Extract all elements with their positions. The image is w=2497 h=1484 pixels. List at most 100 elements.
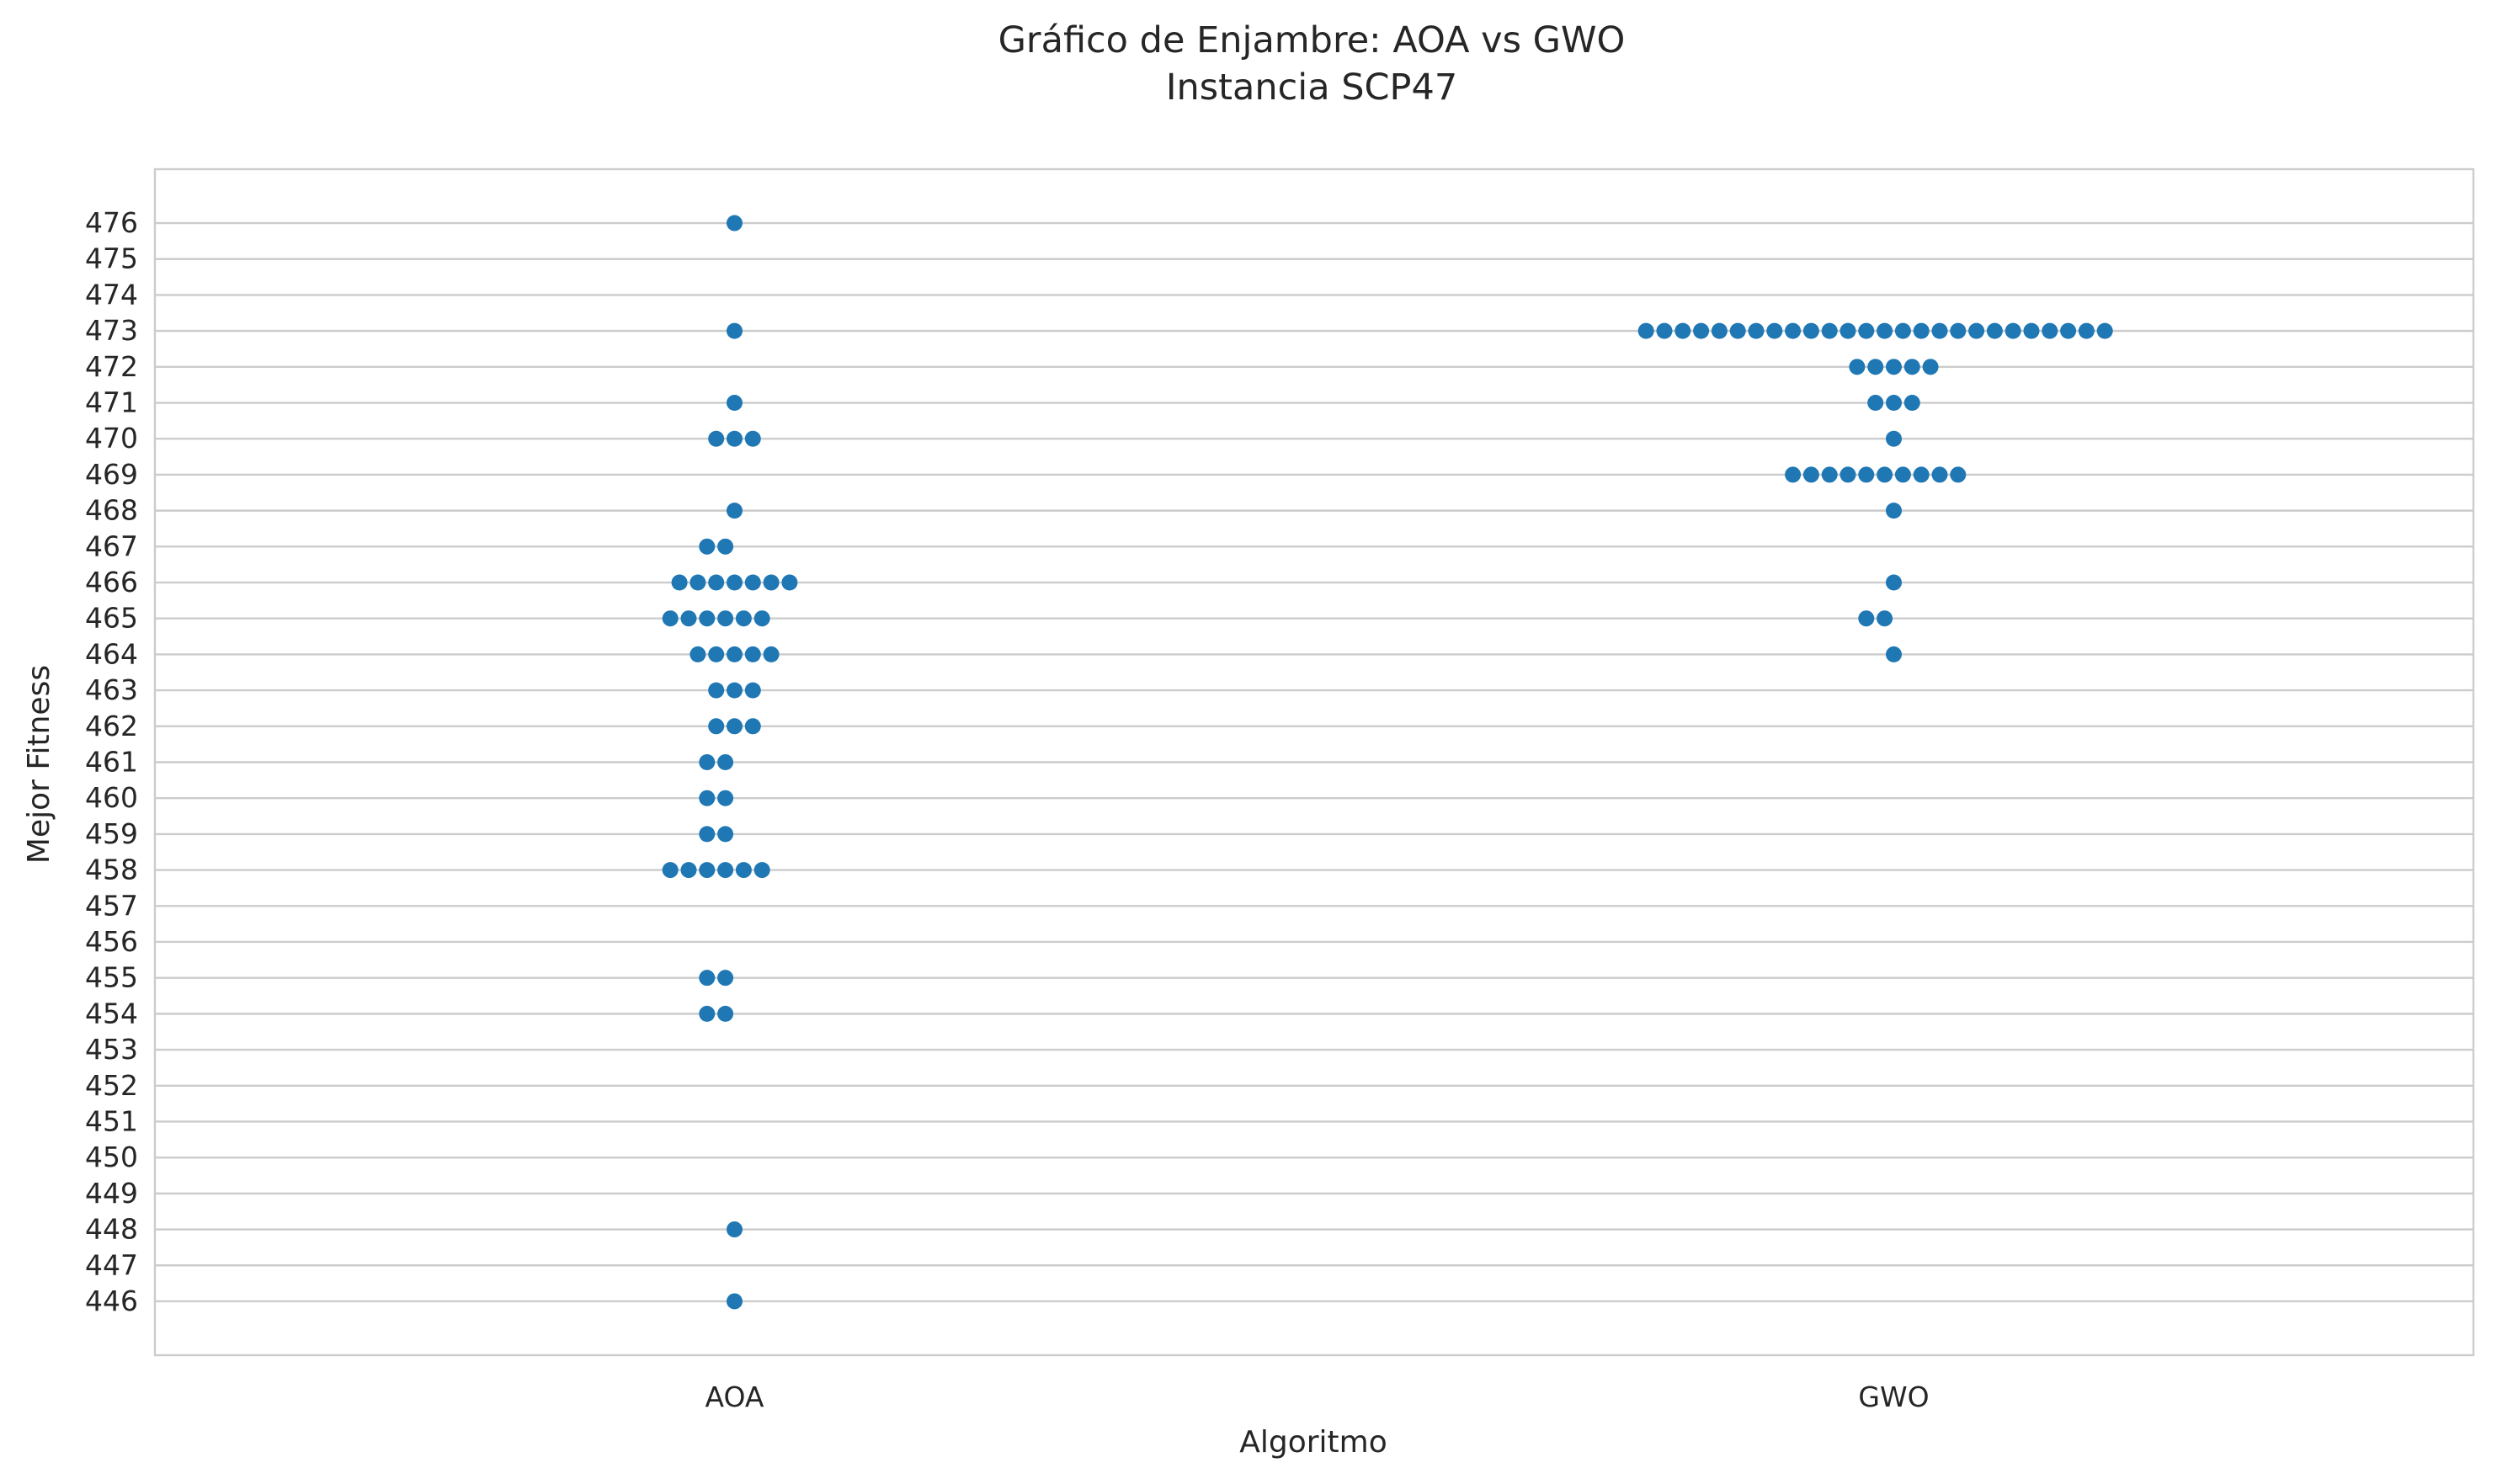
data-point [2042,322,2058,339]
data-point [1729,322,1746,339]
y-tick-label: 452 [85,1069,138,1102]
data-point [2023,322,2040,339]
data-point [727,1293,743,1310]
y-tick-label: 463 [85,673,138,706]
data-point [1802,466,1819,483]
y-tick-label: 465 [85,602,138,635]
grid-lines [155,221,2473,1303]
data-point [1785,322,1802,339]
data-point [727,503,743,519]
data-point [727,322,743,339]
y-tick-label: 460 [85,781,138,814]
data-point [717,826,734,843]
chart-subtitle: Instancia SCP47 [1166,66,1457,109]
data-point [1656,322,1673,339]
data-point [1877,466,1893,483]
data-point [708,682,725,699]
data-point [717,754,734,770]
data-point [763,574,780,591]
data-point [1839,322,1856,339]
data-point [1867,395,1884,412]
data-point [1802,322,1819,339]
x-tick-label: AOA [705,1380,764,1413]
data-point [1877,322,1893,339]
data-point [727,574,743,591]
data-point [708,646,725,662]
y-tick-label: 457 [85,889,138,922]
data-point [727,430,743,447]
y-tick-label: 451 [85,1104,138,1137]
data-point [1886,430,1902,447]
y-tick-label: 472 [85,350,138,383]
data-point [699,1005,716,1022]
data-point [1968,322,1985,339]
data-point [689,574,706,591]
data-point [1849,359,1866,375]
data-point [744,646,761,662]
data-point [781,574,798,591]
data-point [1858,466,1875,483]
y-tick-label: 469 [85,458,138,491]
data-point [727,682,743,699]
data-point [1637,322,1654,339]
data-point [1913,322,1930,339]
x-axis-label: Algoritmo [1239,1425,1387,1460]
data-point [1877,610,1893,627]
y-tick-label: 467 [85,529,138,562]
data-point [689,646,706,662]
data-point [744,682,761,699]
data-point [699,862,716,879]
data-point [1711,322,1728,339]
data-point [1886,395,1902,412]
data-point [1913,466,1930,483]
data-point [2005,322,2021,339]
data-point [1950,466,1967,483]
data-point [1894,466,1911,483]
data-point [1867,359,1884,375]
data-point [763,646,780,662]
data-point [699,538,716,555]
data-point [727,215,743,231]
y-tick-label: 450 [85,1141,138,1173]
data-points [662,215,2113,1310]
data-point [1886,503,1902,519]
y-axis-label: Mejor Fitness [22,665,56,864]
data-point [1903,359,1920,375]
y-tick-label: 466 [85,566,138,598]
data-point [662,862,679,879]
data-point [744,574,761,591]
data-point [1886,359,1902,375]
data-point [1766,322,1783,339]
y-tick-label: 447 [85,1248,138,1281]
data-point [708,574,725,591]
data-point [699,826,716,843]
y-tick-label: 455 [85,961,138,994]
data-point [727,718,743,735]
y-tick-label: 473 [85,314,138,347]
y-tick-label: 471 [85,386,138,419]
data-point [1931,322,1948,339]
data-point [671,574,688,591]
data-point [744,430,761,447]
y-tick-label: 453 [85,1033,138,1066]
data-point [662,610,679,627]
y-tick-label: 446 [85,1285,138,1317]
data-point [735,610,752,627]
data-point [1950,322,1967,339]
data-point [1922,359,1939,375]
y-tick-label: 468 [85,494,138,527]
data-point [699,754,716,770]
data-point [708,718,725,735]
data-point [1748,322,1765,339]
data-point [735,862,752,879]
data-point [699,790,716,806]
chart-title: Gráfico de Enjambre: AOA vs GWO [998,19,1626,61]
data-point [1693,322,1710,339]
y-tick-label: 454 [85,997,138,1029]
y-tick-label: 464 [85,637,138,670]
data-point [1986,322,2003,339]
data-point [753,610,770,627]
data-point [1903,395,1920,412]
